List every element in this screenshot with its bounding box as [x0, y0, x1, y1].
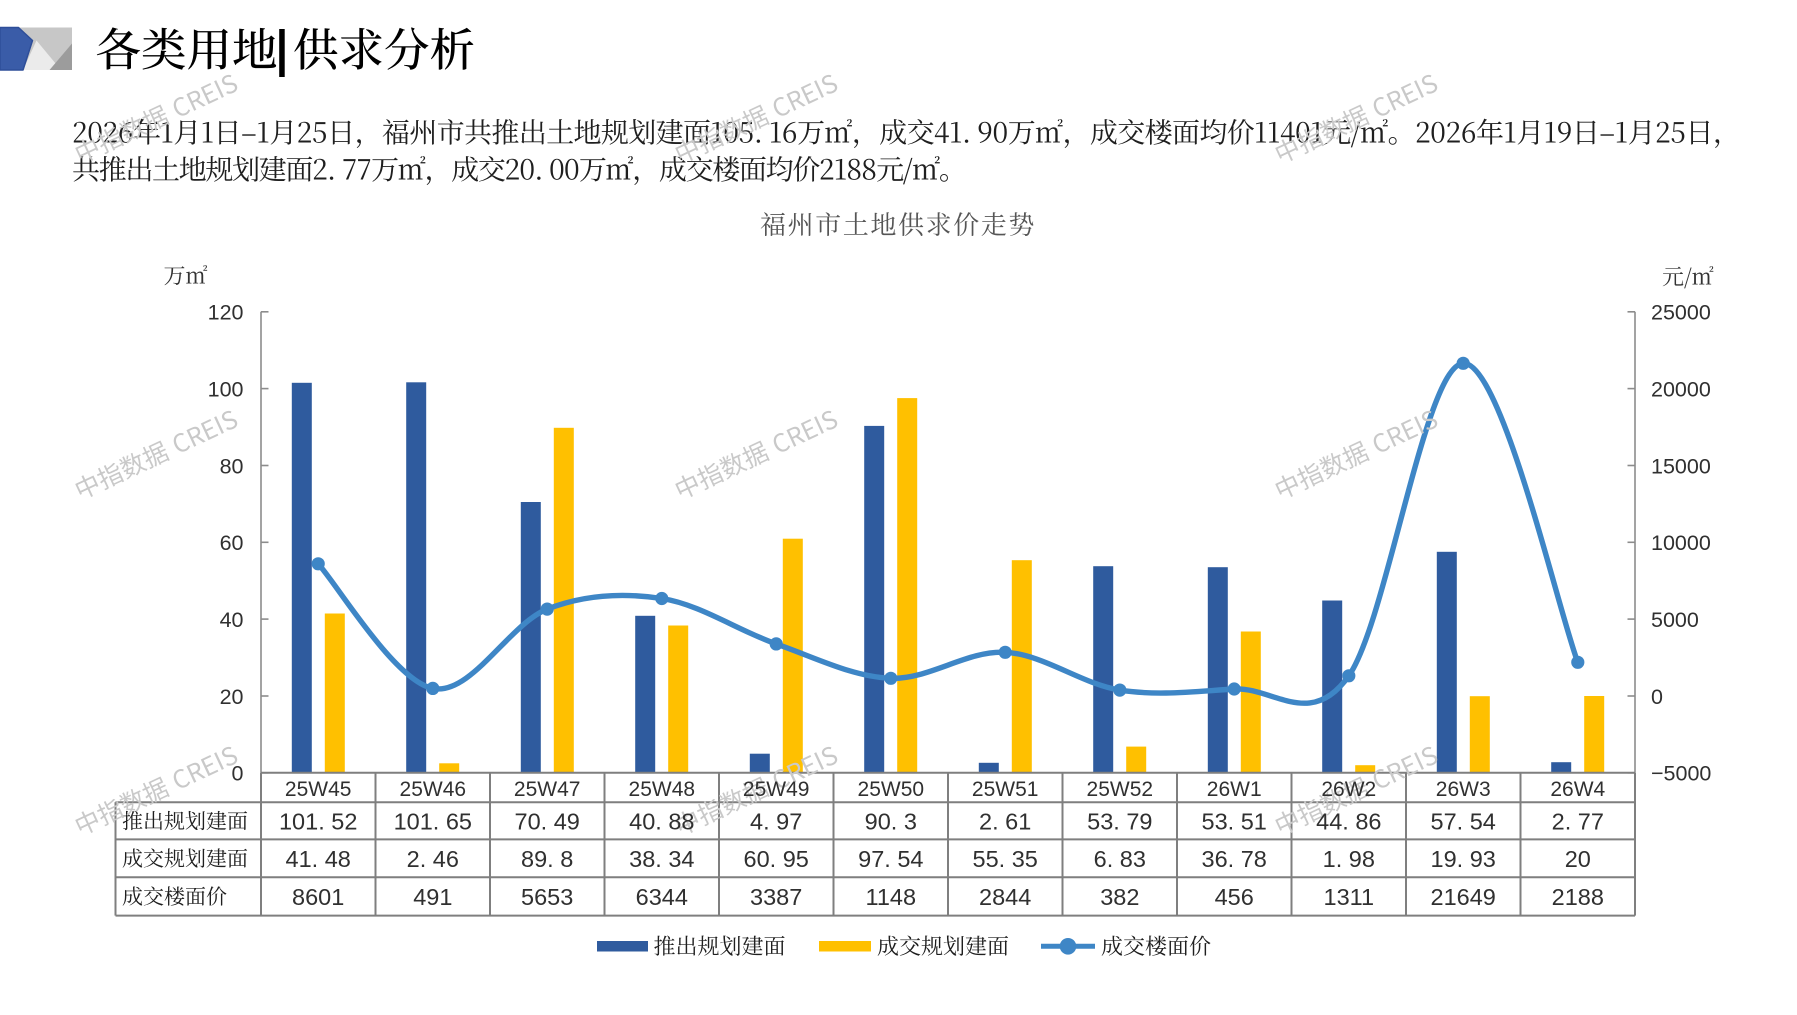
svg-text:101. 65: 101. 65 — [394, 808, 472, 834]
svg-text:382: 382 — [1100, 884, 1139, 910]
svg-text:20: 20 — [1565, 846, 1591, 872]
svg-text:6344: 6344 — [636, 884, 688, 910]
svg-text:5000: 5000 — [1651, 608, 1699, 632]
svg-text:19. 93: 19. 93 — [1431, 846, 1496, 872]
svg-text:25W49: 25W49 — [743, 778, 810, 801]
svg-text:89. 8: 89. 8 — [521, 846, 573, 872]
svg-text:25W47: 25W47 — [514, 778, 581, 801]
svg-text:90. 3: 90. 3 — [865, 808, 917, 834]
svg-text:60: 60 — [220, 531, 244, 555]
svg-text:2844: 2844 — [979, 884, 1031, 910]
svg-text:0: 0 — [232, 762, 244, 786]
svg-text:2. 46: 2. 46 — [407, 846, 459, 872]
svg-text:60. 95: 60. 95 — [744, 846, 809, 872]
svg-text:26W4: 26W4 — [1550, 778, 1605, 801]
svg-text:53. 51: 53. 51 — [1202, 808, 1267, 834]
svg-text:80: 80 — [220, 454, 244, 478]
svg-text:40: 40 — [220, 608, 244, 632]
svg-text:25W45: 25W45 — [285, 778, 352, 801]
svg-text:20: 20 — [220, 685, 244, 709]
svg-text:100: 100 — [208, 377, 244, 401]
svg-text:25W52: 25W52 — [1087, 778, 1154, 801]
svg-text:2. 77: 2. 77 — [1552, 808, 1604, 834]
svg-text:40. 88: 40. 88 — [629, 808, 694, 834]
svg-text:8601: 8601 — [292, 884, 344, 910]
svg-text:120: 120 — [208, 301, 244, 325]
svg-text:491: 491 — [413, 884, 452, 910]
svg-text:25W50: 25W50 — [858, 778, 925, 801]
svg-text:41. 48: 41. 48 — [286, 846, 351, 872]
svg-text:3387: 3387 — [750, 884, 802, 910]
svg-text:2188: 2188 — [1552, 884, 1604, 910]
svg-text:6. 83: 6. 83 — [1094, 846, 1146, 872]
svg-text:25W48: 25W48 — [629, 778, 696, 801]
svg-text:1148: 1148 — [866, 884, 917, 910]
svg-text:15000: 15000 — [1651, 454, 1711, 478]
svg-text:1. 98: 1. 98 — [1323, 846, 1375, 872]
svg-text:70. 49: 70. 49 — [515, 808, 580, 834]
svg-text:456: 456 — [1215, 884, 1254, 910]
svg-text:36. 78: 36. 78 — [1202, 846, 1267, 872]
svg-text:44. 86: 44. 86 — [1316, 808, 1381, 834]
svg-text:2. 61: 2. 61 — [979, 808, 1031, 834]
svg-text:5653: 5653 — [521, 884, 573, 910]
svg-text:55. 35: 55. 35 — [973, 846, 1038, 872]
svg-text:0: 0 — [1651, 685, 1663, 709]
svg-text:20000: 20000 — [1651, 377, 1711, 401]
svg-text:57. 54: 57. 54 — [1431, 808, 1496, 834]
svg-text:26W3: 26W3 — [1436, 778, 1491, 801]
svg-text:26W2: 26W2 — [1321, 778, 1376, 801]
svg-text:38. 34: 38. 34 — [629, 846, 694, 872]
svg-text:97. 54: 97. 54 — [858, 846, 923, 872]
svg-text:10000: 10000 — [1651, 531, 1711, 555]
svg-text:53. 79: 53. 79 — [1087, 808, 1152, 834]
svg-text:25000: 25000 — [1651, 301, 1711, 325]
svg-text:21649: 21649 — [1431, 884, 1496, 910]
svg-text:26W1: 26W1 — [1207, 778, 1262, 801]
svg-text:−5000: −5000 — [1651, 762, 1711, 786]
svg-text:101. 52: 101. 52 — [279, 808, 357, 834]
svg-text:25W51: 25W51 — [972, 778, 1039, 801]
svg-text:1311: 1311 — [1324, 884, 1375, 910]
svg-text:25W46: 25W46 — [400, 778, 467, 801]
svg-text:4. 97: 4. 97 — [750, 808, 802, 834]
